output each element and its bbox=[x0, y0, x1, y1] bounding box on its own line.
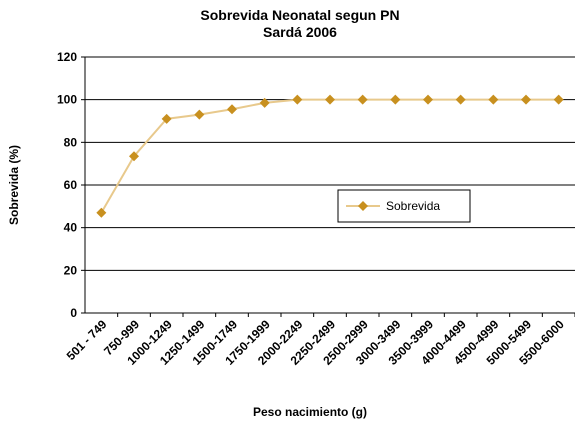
y-tick-label: 40 bbox=[64, 221, 78, 235]
y-tick-label: 20 bbox=[64, 263, 78, 277]
data-point bbox=[423, 94, 433, 105]
y-tick-label: 80 bbox=[64, 135, 78, 149]
y-axis-label: Sobrevida (%) bbox=[7, 145, 21, 225]
data-point bbox=[553, 94, 564, 105]
series-line bbox=[100, 98, 559, 214]
data-point bbox=[161, 113, 172, 124]
legend-label: Sobrevida bbox=[386, 199, 440, 213]
data-point bbox=[259, 97, 270, 108]
data-point bbox=[521, 94, 531, 105]
y-tick-label: 100 bbox=[57, 93, 77, 107]
data-point bbox=[227, 104, 237, 115]
y-tick-label: 60 bbox=[64, 178, 78, 192]
data-point bbox=[292, 94, 303, 105]
data-point bbox=[455, 94, 466, 105]
x-tick-label: 501 - 749 bbox=[64, 317, 110, 363]
data-point bbox=[488, 94, 499, 105]
data-point bbox=[129, 151, 139, 162]
data-point bbox=[325, 94, 335, 105]
data-point bbox=[194, 109, 205, 120]
chart-title: Sobrevida Neonatal segun PN bbox=[200, 7, 399, 23]
x-axis-label: Peso nacimiento (g) bbox=[253, 405, 367, 419]
y-tick-label: 0 bbox=[70, 306, 77, 320]
data-point bbox=[96, 207, 107, 218]
y-tick-label: 120 bbox=[57, 50, 77, 64]
data-point bbox=[390, 94, 401, 105]
chart-subtitle: Sardá 2006 bbox=[263, 24, 337, 40]
data-point bbox=[357, 94, 368, 105]
legend-marker bbox=[358, 201, 368, 211]
